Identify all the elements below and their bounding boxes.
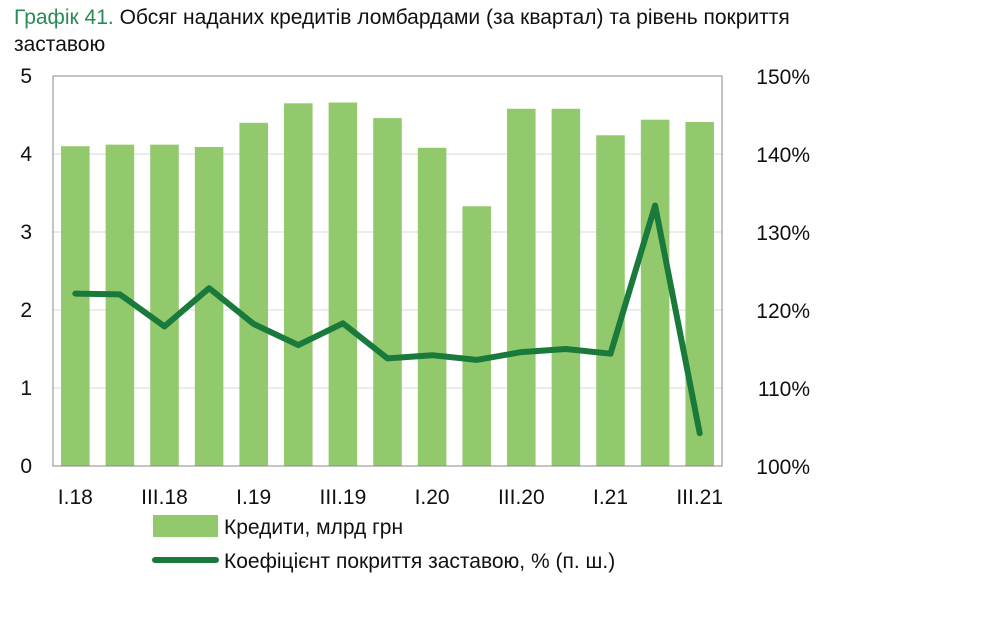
chart-title-number: Графік 41. <box>14 6 114 29</box>
y-axis-left: 0 1 2 3 4 5 <box>20 65 32 478</box>
y-right-tick-label: 150% <box>756 66 810 89</box>
bar-III.18 <box>150 144 179 466</box>
x-tick-label: III.18 <box>141 486 188 509</box>
bar-I.20 <box>417 147 447 466</box>
bar-II.19 <box>284 103 313 467</box>
bar-II.20 <box>462 206 491 466</box>
y-right-tick-label: 130% <box>756 222 810 245</box>
legend: Кредити, млрд грн Коефіцієнт покриття за… <box>152 515 615 573</box>
chart-title: Графік 41. Обсяг наданих кредитів ломбар… <box>14 4 814 58</box>
x-tick-label: III.20 <box>498 486 545 509</box>
chart-title-text: Обсяг наданих кредитів ломбардами (за кв… <box>14 6 790 56</box>
bar-I.21 <box>596 135 625 466</box>
bar-IV.18 <box>194 146 224 467</box>
x-tick-label: III.21 <box>676 486 723 509</box>
y-right-tick-label: 140% <box>756 144 810 167</box>
x-axis: I.18 III.18 I.19 III.19 I.20 III.20 I.21 III.21 <box>58 486 723 509</box>
x-tick-label: I.20 <box>415 486 450 509</box>
bar-IV.19 <box>373 118 402 467</box>
bar-IV.20 <box>551 108 581 466</box>
x-tick-label: I.18 <box>58 486 93 509</box>
y-right-tick-label: 110% <box>758 378 810 401</box>
y-left-tick-label: 1 <box>20 377 32 400</box>
y-right-tick-label: 100% <box>756 456 810 479</box>
legend-bar-label: Кредити, млрд грн <box>224 516 403 539</box>
coverage-line <box>72 202 703 437</box>
x-tick-label: I.19 <box>236 486 271 509</box>
y-right-tick-label: 120% <box>756 300 810 323</box>
y-left-tick-label: 4 <box>20 143 32 166</box>
x-tick-label: I.21 <box>593 486 628 509</box>
bar-series <box>61 102 714 467</box>
bar-III.21 <box>685 122 714 467</box>
y-left-tick-label: 5 <box>20 65 32 88</box>
bar-I.19 <box>239 122 268 467</box>
legend-bar-swatch <box>153 515 218 537</box>
legend-line-label: Коефіцієнт покриття заставою, % (п. ш.) <box>224 550 615 573</box>
bar-I.18 <box>61 146 90 466</box>
bar-III.19 <box>328 102 358 467</box>
y-left-tick-label: 2 <box>20 299 32 322</box>
bar-II.18 <box>105 144 135 466</box>
y-left-tick-label: 0 <box>20 455 32 478</box>
plot-area-frame <box>52 75 723 467</box>
x-tick-label: III.19 <box>320 486 367 509</box>
bar-III.20 <box>507 108 536 466</box>
bar-II.21 <box>640 119 670 467</box>
y-axis-right: 100% 110% 120% 130% 140% 150% <box>756 66 810 479</box>
y-left-tick-label: 3 <box>20 221 32 244</box>
